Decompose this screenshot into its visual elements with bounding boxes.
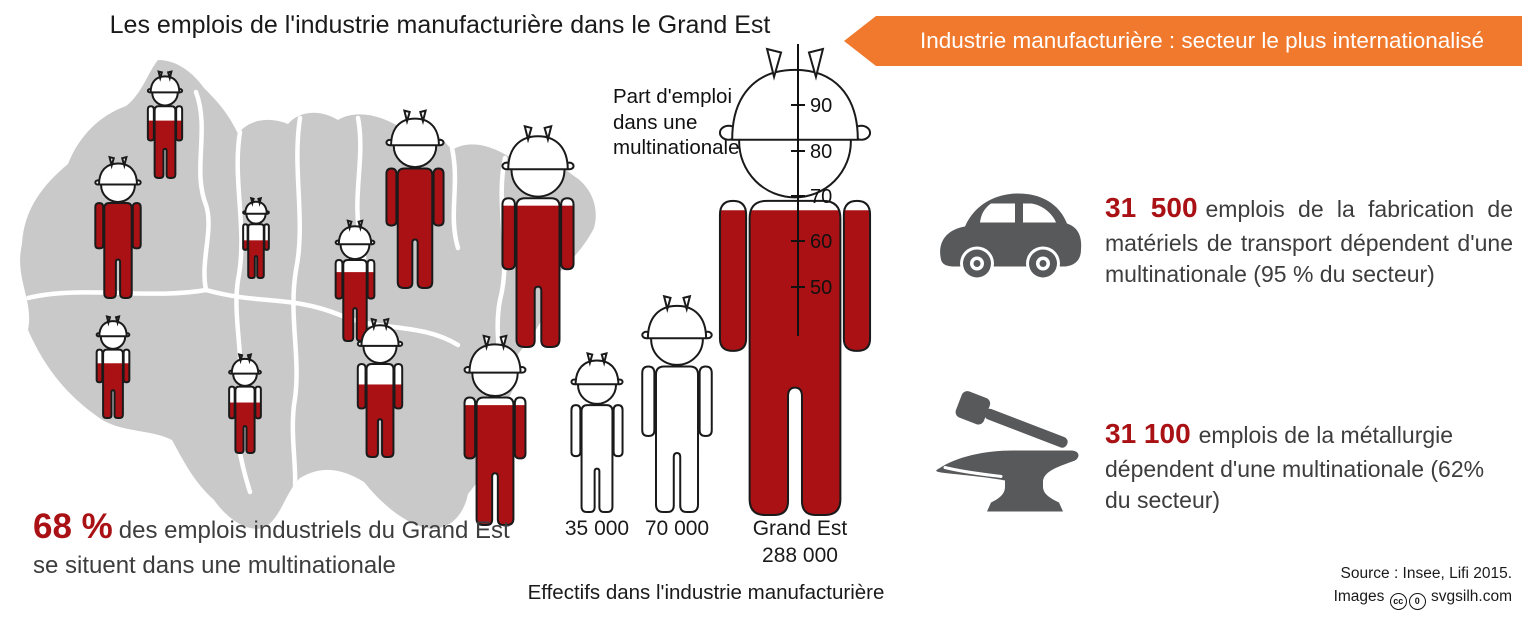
worker-figure — [642, 296, 711, 512]
fact-transport: 31 500 emplois de la fabrication de matér… — [1105, 189, 1513, 291]
fact-transport-text: emplois de la fabrication de matériels d… — [1105, 196, 1514, 288]
axis-tick-label: 80 — [810, 141, 832, 163]
fact-metallurgy-value: 31 100 — [1105, 418, 1191, 449]
hammer-anvil-icon — [936, 391, 1079, 512]
employment-pictogram-chart: 90 80 70 60 50 — [550, 44, 910, 525]
category-label-grand-est: Grand Est 288 000 — [738, 515, 862, 570]
grand-est-label: Grand Est — [752, 517, 848, 540]
car-icon — [940, 193, 1082, 281]
fact-metallurgy-text: emplois de la métallurgie dépendent d'un… — [1105, 422, 1485, 514]
axis-tick-label: 70 — [810, 186, 832, 208]
key-stat-text: des emplois industriels du Grand Est se … — [33, 517, 510, 579]
grand-est-value: 288 000 — [762, 544, 838, 568]
images-credit-site: svgsilh.com — [1431, 588, 1512, 606]
x-axis-caption: Effectifs dans l'industrie manufacturièr… — [527, 581, 885, 604]
worker-figure — [713, 49, 877, 517]
value-axis — [791, 44, 805, 336]
cc-icon: cc — [1389, 593, 1407, 611]
axis-tick-label: 60 — [810, 231, 832, 253]
worker-figure — [228, 354, 263, 453]
worker-figure — [462, 336, 529, 526]
axis-tick-labels: 90 80 70 60 50 — [810, 95, 832, 299]
page-title: Les emplois de l'industrie manufacturièr… — [109, 11, 771, 39]
key-stat-block: 68 % des emplois industriels du Grand Est… — [33, 504, 535, 581]
worker-figure — [242, 198, 270, 278]
fact-metallurgy: 31 100 emplois de la métallurgie dépenden… — [1105, 415, 1513, 517]
source-line: Source : Insee, Lifi 2015. — [1340, 565, 1512, 582]
grand-est-map — [20, 60, 596, 529]
axis-tick-label: 50 — [810, 277, 832, 299]
banner-label: Industrie manufacturière : secteur le pl… — [919, 28, 1485, 53]
map-region-shape — [20, 60, 596, 529]
axis-tick-label: 90 — [810, 95, 832, 117]
zero-icon: 0 — [1408, 593, 1426, 611]
worker-figure — [499, 126, 577, 348]
images-credit-prefix: Images — [1333, 588, 1385, 606]
middle-axis-title: Part d'emploi dans une multinationale — [613, 85, 740, 160]
banner-ribbon: Industrie manufacturière : secteur le pl… — [844, 16, 1522, 66]
worker-figure — [571, 353, 622, 512]
category-label-35000: 35 000 — [564, 517, 630, 540]
source-note: Source : Insee, Lifi 2015. Images cc 0 sv… — [1333, 562, 1512, 611]
fact-transport-value: 31 500 — [1105, 192, 1198, 223]
images-credit-line: Images cc 0 svgsilh.com — [1333, 585, 1512, 611]
key-stat-value: 68 % — [33, 507, 113, 546]
category-label-70000: 70 000 — [644, 517, 710, 540]
